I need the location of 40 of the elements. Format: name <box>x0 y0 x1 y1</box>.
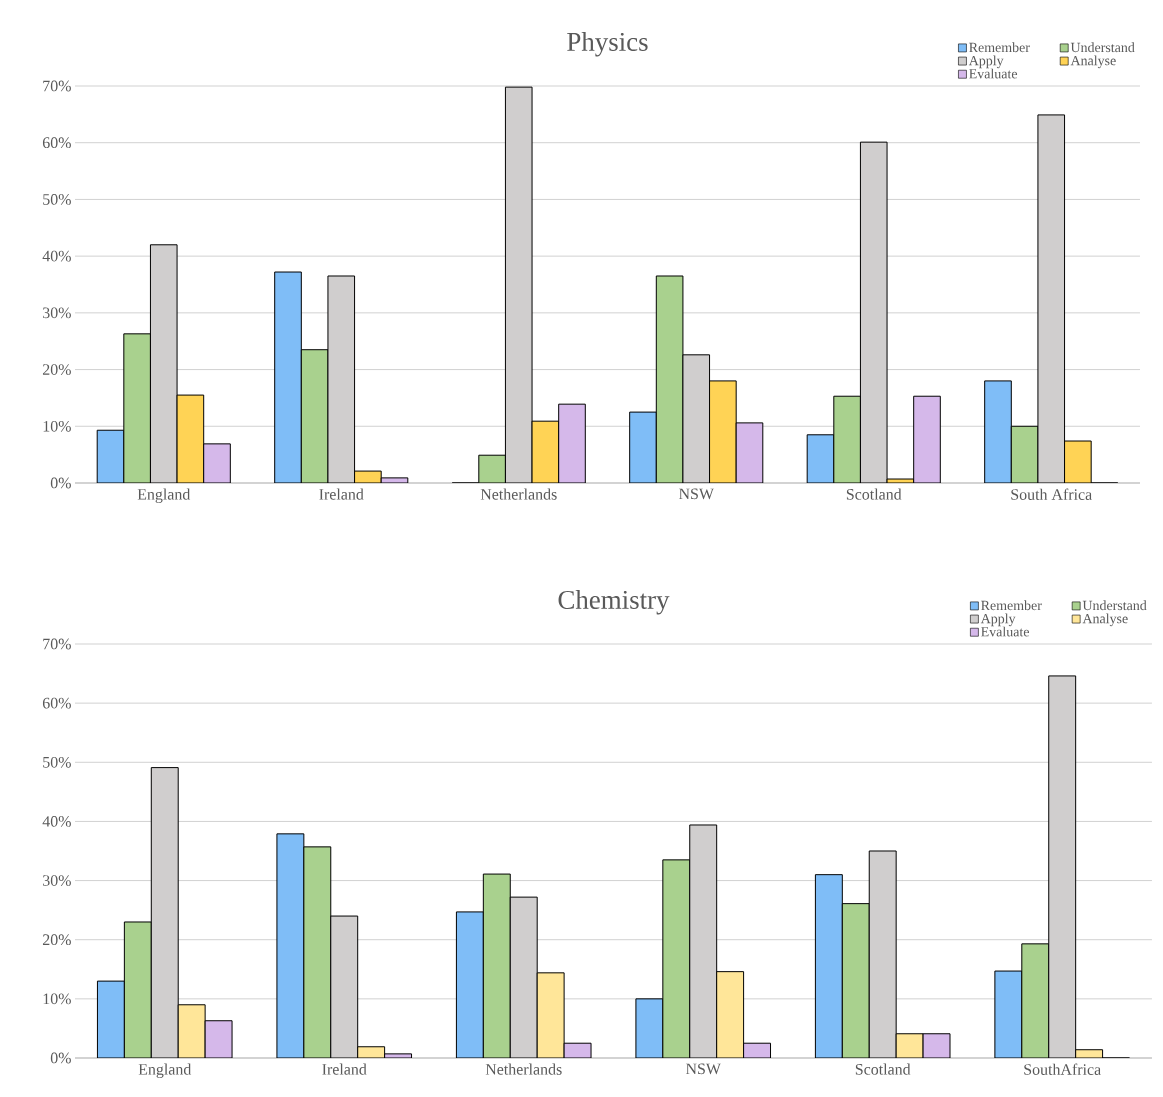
x-tick-label: Ireland <box>319 488 364 500</box>
y-tick-label: 0% <box>50 477 71 489</box>
x-tick-label: Scotland <box>855 1063 911 1075</box>
y-tick-label: 10% <box>43 993 71 1005</box>
y-tick-label: 30% <box>43 307 71 319</box>
chart-title: Physics <box>567 32 648 57</box>
legend-label: Analyse <box>1070 55 1116 69</box>
legend-label: Understand <box>1082 600 1147 611</box>
legend-label: Analyse <box>1082 613 1128 627</box>
x-tick-label: NSW <box>678 488 714 500</box>
chart-title: Chemistry <box>558 590 670 615</box>
y-tick-label: 40% <box>42 250 71 262</box>
legend-label: Evaluate <box>969 68 1018 79</box>
y-tick-label: 10% <box>43 420 71 432</box>
x-tick-label: South Africa <box>1011 488 1092 500</box>
legend-label: Remember <box>981 600 1042 611</box>
y-tick-label: 50% <box>43 756 71 768</box>
y-tick-label: 70% <box>43 638 71 650</box>
x-tick-label: England <box>137 488 191 504</box>
y-tick-label: 0% <box>50 1052 71 1064</box>
y-tick-label: 60% <box>42 137 71 149</box>
x-tick-label: Netherlands <box>485 1063 562 1075</box>
x-tick-label: SouthAfrica <box>1024 1063 1101 1075</box>
y-tick-label: 20% <box>42 364 71 375</box>
y-tick-label: 50% <box>43 194 71 205</box>
legend-label: Remember <box>969 42 1030 53</box>
legend-label: Evaluate <box>981 626 1029 637</box>
y-tick-label: 30% <box>43 875 71 886</box>
x-tick-label: Scotland <box>846 488 902 500</box>
y-tick-label: 60% <box>42 697 71 709</box>
y-tick-label: 40% <box>42 816 71 827</box>
x-tick-label: Ireland <box>322 1063 367 1075</box>
legend-label: Apply <box>980 613 1016 627</box>
y-tick-label: 70% <box>43 80 71 92</box>
x-tick-label: NSW <box>685 1063 721 1075</box>
legend-label: Understand <box>1070 42 1135 53</box>
legend-label: Apply <box>968 55 1004 69</box>
x-tick-label: England <box>138 1063 192 1079</box>
y-tick-label: 20% <box>42 934 71 946</box>
x-tick-label: Netherlands <box>480 488 557 500</box>
